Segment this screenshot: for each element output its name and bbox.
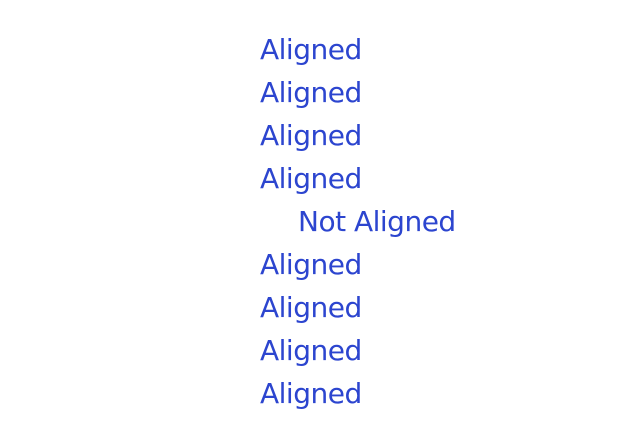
- aligned-label: Aligned: [260, 162, 362, 195]
- not-aligned-label: Not Aligned: [298, 205, 456, 238]
- aligned-label: Aligned: [260, 334, 362, 367]
- aligned-label: Aligned: [260, 76, 362, 109]
- aligned-label: Aligned: [260, 248, 362, 281]
- label-list: Aligned Aligned Aligned Aligned Not Alig…: [260, 28, 456, 415]
- aligned-label: Aligned: [260, 377, 362, 410]
- aligned-label: Aligned: [260, 33, 362, 66]
- aligned-label: Aligned: [260, 119, 362, 152]
- aligned-label: Aligned: [260, 291, 362, 324]
